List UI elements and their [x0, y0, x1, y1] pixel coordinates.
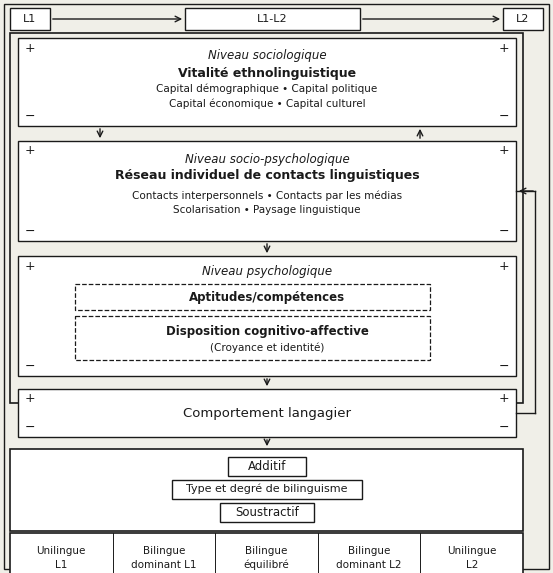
Text: −: −	[25, 225, 35, 237]
Text: −: −	[25, 359, 35, 372]
Text: Type et degré de bilinguisme: Type et degré de bilinguisme	[186, 484, 348, 494]
Bar	[18, 389, 516, 437]
Text: +: +	[25, 393, 35, 406]
Text: Soustractif: Soustractif	[235, 505, 299, 519]
Text: +: +	[499, 41, 509, 54]
Text: Bilingue
dominant L2: Bilingue dominant L2	[336, 546, 402, 570]
Text: (Croyance et identité): (Croyance et identité)	[210, 343, 324, 353]
Bar	[10, 449, 523, 531]
Text: Unilingue
L2: Unilingue L2	[447, 546, 497, 570]
Text: Contacts interpersonnels • Contacts par les médias
Scolarisation • Paysage lingu: Contacts interpersonnels • Contacts par …	[132, 191, 402, 215]
Text: Réseau individuel de contacts linguistiques: Réseau individuel de contacts linguistiq…	[114, 170, 419, 182]
Text: +: +	[499, 260, 509, 273]
Bar	[18, 256, 516, 376]
Text: +: +	[499, 144, 509, 158]
Text: L1-L2: L1-L2	[257, 14, 288, 24]
Text: −: −	[25, 421, 35, 434]
Bar	[503, 8, 543, 30]
Text: Unilingue
L1: Unilingue L1	[36, 546, 86, 570]
Bar	[220, 503, 314, 522]
Bar	[10, 33, 523, 403]
Text: Additif: Additif	[248, 460, 286, 473]
Text: +: +	[499, 393, 509, 406]
Text: L1: L1	[23, 14, 36, 24]
Text: Aptitudes/compétences: Aptitudes/compétences	[189, 291, 345, 304]
Text: −: −	[499, 421, 509, 434]
Text: L2: L2	[517, 14, 530, 24]
Bar	[228, 457, 306, 476]
Bar	[10, 8, 50, 30]
Text: +: +	[25, 144, 35, 158]
Text: −: −	[25, 109, 35, 123]
Text: Comportement langagier: Comportement langagier	[183, 406, 351, 419]
Text: Niveau socio-psychologique: Niveau socio-psychologique	[185, 152, 349, 166]
Bar	[185, 8, 360, 30]
Text: −: −	[499, 225, 509, 237]
Bar	[75, 284, 430, 310]
Bar	[18, 141, 516, 241]
Text: Capital démographique • Capital politique
Capital économique • Capital culturel: Capital démographique • Capital politiqu…	[156, 84, 378, 109]
Bar	[10, 533, 523, 573]
Bar	[172, 480, 362, 499]
Text: Bilingue
dominant L1: Bilingue dominant L1	[131, 546, 197, 570]
Text: −: −	[499, 109, 509, 123]
Text: Vitalité ethnolinguistique: Vitalité ethnolinguistique	[178, 68, 356, 80]
Text: Niveau psychologique: Niveau psychologique	[202, 265, 332, 278]
Bar	[18, 38, 516, 126]
Text: +: +	[25, 260, 35, 273]
Text: −: −	[499, 359, 509, 372]
Text: Bilingue
équilibré: Bilingue équilibré	[244, 545, 289, 570]
Text: +: +	[25, 41, 35, 54]
Text: Disposition cognitivo-affective: Disposition cognitivo-affective	[165, 325, 368, 339]
Bar	[75, 316, 430, 360]
Text: Niveau sociologique: Niveau sociologique	[208, 49, 326, 62]
